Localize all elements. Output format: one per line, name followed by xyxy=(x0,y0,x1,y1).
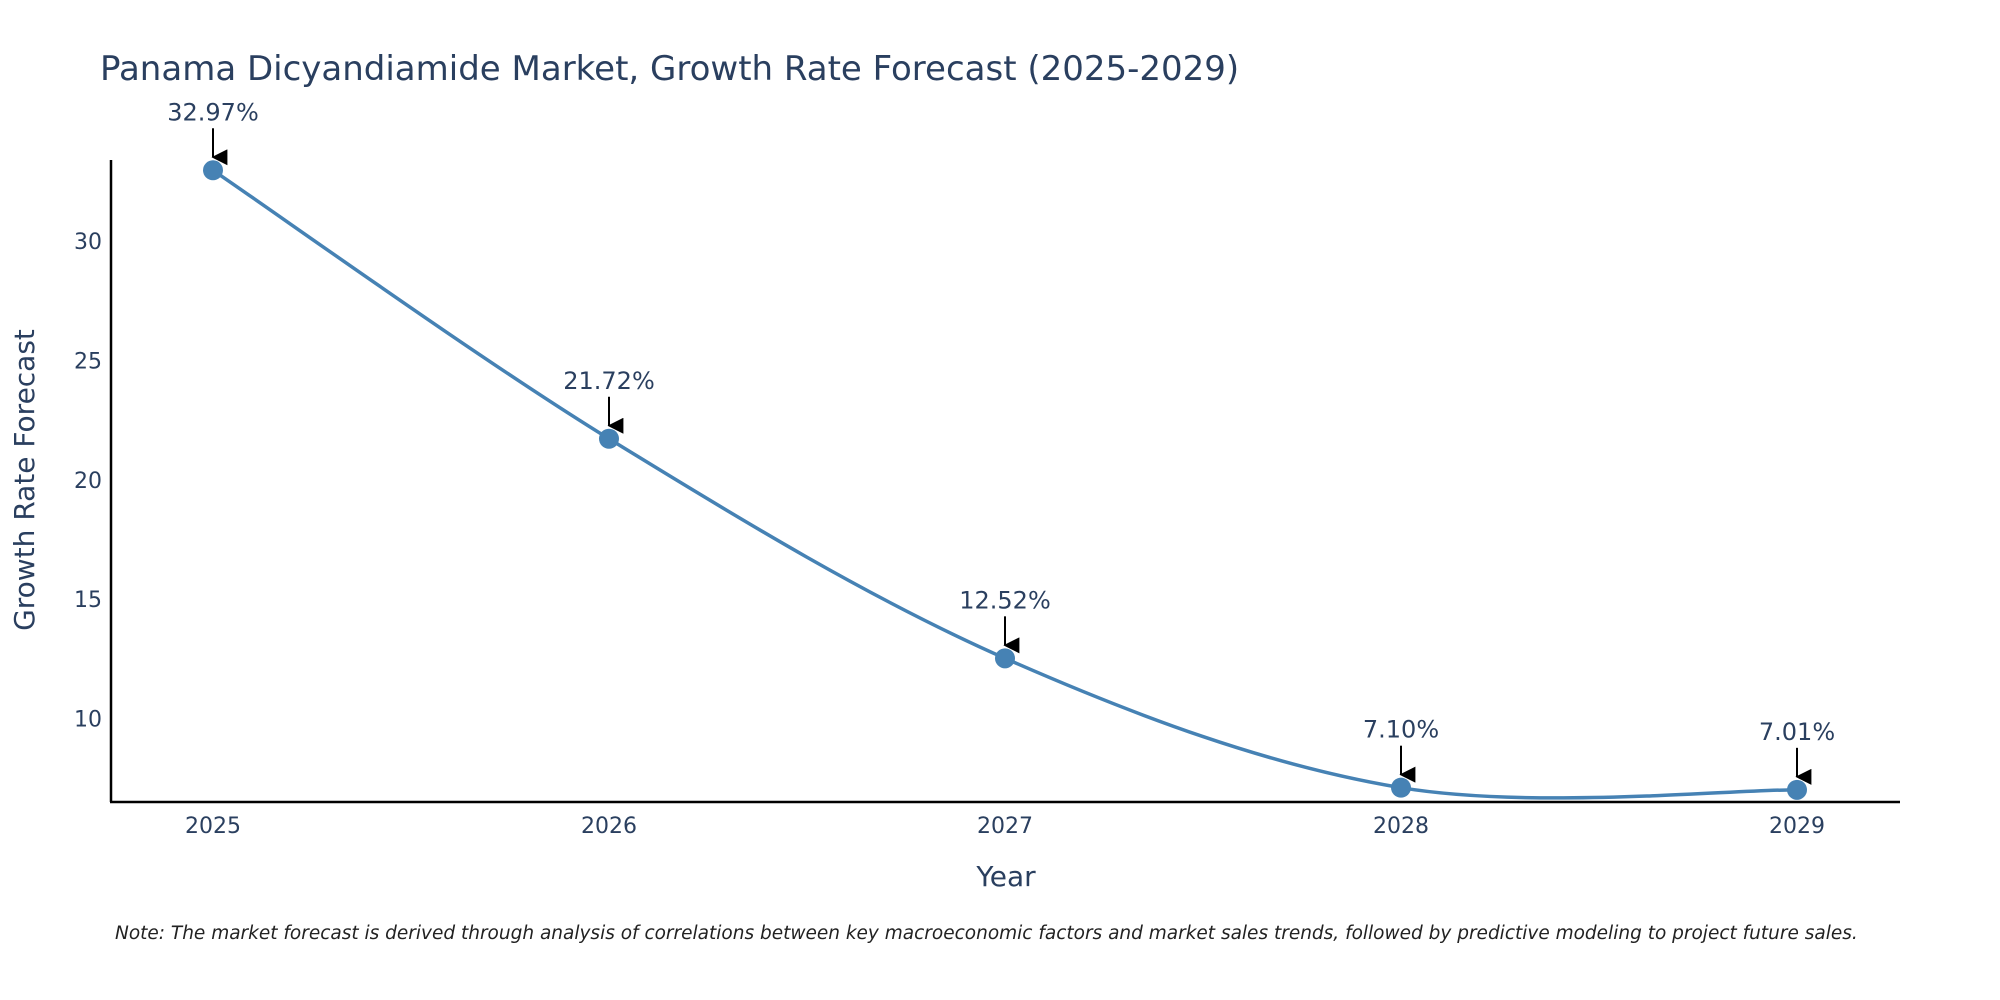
data-label: 32.97% xyxy=(167,98,259,126)
footnote: Note: The market forecast is derived thr… xyxy=(115,923,1858,944)
x-axis-ticks: 2025 2026 2027 2028 2029 xyxy=(185,814,1825,839)
chart-title: Panama Dicyandiamide Market, Growth Rate… xyxy=(100,49,1239,89)
y-tick-label: 30 xyxy=(74,230,102,255)
data-points xyxy=(203,160,1807,800)
y-tick-label: 20 xyxy=(74,469,102,494)
data-label: 12.52% xyxy=(959,586,1051,614)
data-annotations: 32.97% 21.72% 12.52% 7.10% 7.01% xyxy=(167,98,1835,785)
data-point-marker xyxy=(1787,779,1807,800)
data-label: 7.10% xyxy=(1363,716,1439,744)
growth-rate-line xyxy=(212,168,1798,800)
data-point-marker xyxy=(599,428,619,449)
data-label: 7.01% xyxy=(1759,718,1835,746)
x-tick-label: 2028 xyxy=(1373,814,1429,839)
y-axis-ticks: 10 15 20 25 30 xyxy=(74,230,102,732)
data-point-marker xyxy=(1391,777,1411,798)
data-point-marker xyxy=(995,648,1015,669)
data-label: 21.72% xyxy=(563,367,655,395)
x-tick-label: 2026 xyxy=(581,814,637,839)
data-point-marker xyxy=(203,160,223,181)
x-tick-label: 2027 xyxy=(977,814,1033,839)
y-tick-label: 15 xyxy=(74,588,102,613)
y-axis-label: Growth Rate Forecast xyxy=(8,329,41,631)
y-tick-label: 25 xyxy=(74,349,102,374)
x-axis-label: Year xyxy=(975,860,1036,893)
y-tick-label: 10 xyxy=(74,707,102,732)
x-tick-label: 2029 xyxy=(1769,814,1825,839)
x-tick-label: 2025 xyxy=(185,814,241,839)
